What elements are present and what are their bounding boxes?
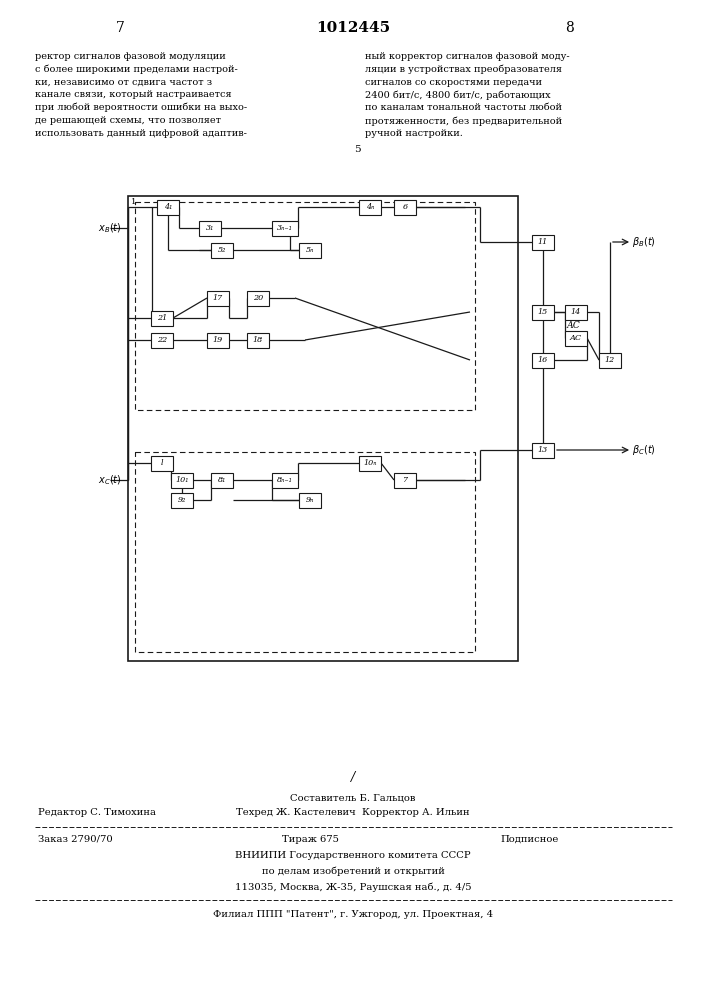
FancyBboxPatch shape xyxy=(247,332,269,348)
Text: 22: 22 xyxy=(157,336,167,344)
Text: Техред Ж. Кастелевич  Корректор А. Ильин: Техред Ж. Кастелевич Корректор А. Ильин xyxy=(236,808,470,817)
FancyBboxPatch shape xyxy=(207,332,229,348)
FancyBboxPatch shape xyxy=(207,290,229,306)
FancyBboxPatch shape xyxy=(151,310,173,326)
FancyBboxPatch shape xyxy=(299,492,321,508)
Text: 20: 20 xyxy=(253,294,263,302)
Text: ный корректор сигналов фазовой моду-
ляции в устройствах преобразователя
сигнало: ный корректор сигналов фазовой моду- ляц… xyxy=(365,52,570,138)
Text: $\beta_B(t)$: $\beta_B(t)$ xyxy=(632,235,656,249)
Text: 1012445: 1012445 xyxy=(316,21,390,35)
Text: $x_B(t)$: $x_B(t)$ xyxy=(98,221,122,235)
Text: 113035, Москва, Ж-35, Раушская наб., д. 4/5: 113035, Москва, Ж-35, Раушская наб., д. … xyxy=(235,883,472,892)
FancyBboxPatch shape xyxy=(394,473,416,488)
FancyBboxPatch shape xyxy=(599,353,621,367)
FancyBboxPatch shape xyxy=(532,304,554,320)
FancyBboxPatch shape xyxy=(394,200,416,215)
Text: 6: 6 xyxy=(402,203,407,211)
Text: $\beta_C(t)$: $\beta_C(t)$ xyxy=(632,443,656,457)
Text: Подписное: Подписное xyxy=(501,835,559,844)
Text: 21: 21 xyxy=(157,314,167,322)
Text: l: l xyxy=(160,459,163,467)
Text: 8: 8 xyxy=(566,21,574,35)
FancyBboxPatch shape xyxy=(532,234,554,249)
FancyBboxPatch shape xyxy=(299,242,321,257)
FancyBboxPatch shape xyxy=(272,473,298,488)
FancyBboxPatch shape xyxy=(359,200,381,215)
Text: Тираж 675: Тираж 675 xyxy=(281,835,339,844)
FancyBboxPatch shape xyxy=(565,304,587,320)
Text: 5: 5 xyxy=(354,145,361,154)
Text: АС: АС xyxy=(566,322,580,330)
Text: 4ₙ: 4ₙ xyxy=(366,203,374,211)
Text: Филиал ППП "Патент", г. Ужгород, ул. Проектная, 4: Филиал ППП "Патент", г. Ужгород, ул. Про… xyxy=(213,910,493,919)
FancyBboxPatch shape xyxy=(151,456,173,471)
FancyBboxPatch shape xyxy=(532,442,554,458)
Text: 3₁: 3₁ xyxy=(206,224,214,232)
Text: 10₁: 10₁ xyxy=(175,476,189,484)
Text: 7: 7 xyxy=(402,476,407,484)
Text: 8₁: 8₁ xyxy=(218,476,226,484)
Text: АС: АС xyxy=(570,334,582,342)
Text: Редактор С. Тимохина: Редактор С. Тимохина xyxy=(38,808,156,817)
FancyBboxPatch shape xyxy=(272,221,298,235)
Text: 8ₙ₋₁: 8ₙ₋₁ xyxy=(277,476,293,484)
Text: Заказ 2790/70: Заказ 2790/70 xyxy=(38,835,112,844)
Text: 15: 15 xyxy=(538,308,548,316)
Text: 18: 18 xyxy=(253,336,263,344)
Text: 19: 19 xyxy=(213,336,223,344)
Text: по делам изобретений и открытий: по делам изобретений и открытий xyxy=(262,867,445,876)
Text: 7: 7 xyxy=(115,21,124,35)
FancyBboxPatch shape xyxy=(565,330,587,346)
Text: ВНИИПИ Государственного комитета СССР: ВНИИПИ Государственного комитета СССР xyxy=(235,851,471,860)
FancyBboxPatch shape xyxy=(359,456,381,471)
Text: ректор сигналов фазовой модуляции
с более широкими пределами настрой-
ки, незави: ректор сигналов фазовой модуляции с боле… xyxy=(35,52,247,137)
Text: 14: 14 xyxy=(571,308,581,316)
Text: 9ₙ: 9ₙ xyxy=(306,496,314,504)
FancyBboxPatch shape xyxy=(171,473,193,488)
FancyBboxPatch shape xyxy=(532,353,554,367)
FancyBboxPatch shape xyxy=(171,492,193,508)
FancyBboxPatch shape xyxy=(211,242,233,257)
FancyBboxPatch shape xyxy=(211,473,233,488)
Text: 10ₙ: 10ₙ xyxy=(363,459,377,467)
Text: 4₁: 4₁ xyxy=(164,203,173,211)
Text: 12: 12 xyxy=(605,356,615,364)
Text: 16: 16 xyxy=(538,356,548,364)
Text: 13: 13 xyxy=(538,446,548,454)
Text: 3ₙ₋₁: 3ₙ₋₁ xyxy=(277,224,293,232)
Text: 11: 11 xyxy=(538,238,548,246)
FancyBboxPatch shape xyxy=(151,332,173,348)
Text: 9₂: 9₂ xyxy=(178,496,186,504)
Text: 5ₙ: 5ₙ xyxy=(306,246,314,254)
Text: Составитель Б. Гальцов: Составитель Б. Гальцов xyxy=(291,793,416,802)
Text: $x_C(t)$: $x_C(t)$ xyxy=(98,473,122,487)
Text: 1: 1 xyxy=(131,198,136,206)
Text: /: / xyxy=(351,772,355,784)
FancyBboxPatch shape xyxy=(247,290,269,306)
FancyBboxPatch shape xyxy=(157,200,179,215)
FancyBboxPatch shape xyxy=(199,221,221,235)
Text: 17: 17 xyxy=(213,294,223,302)
Text: 5₂: 5₂ xyxy=(218,246,226,254)
